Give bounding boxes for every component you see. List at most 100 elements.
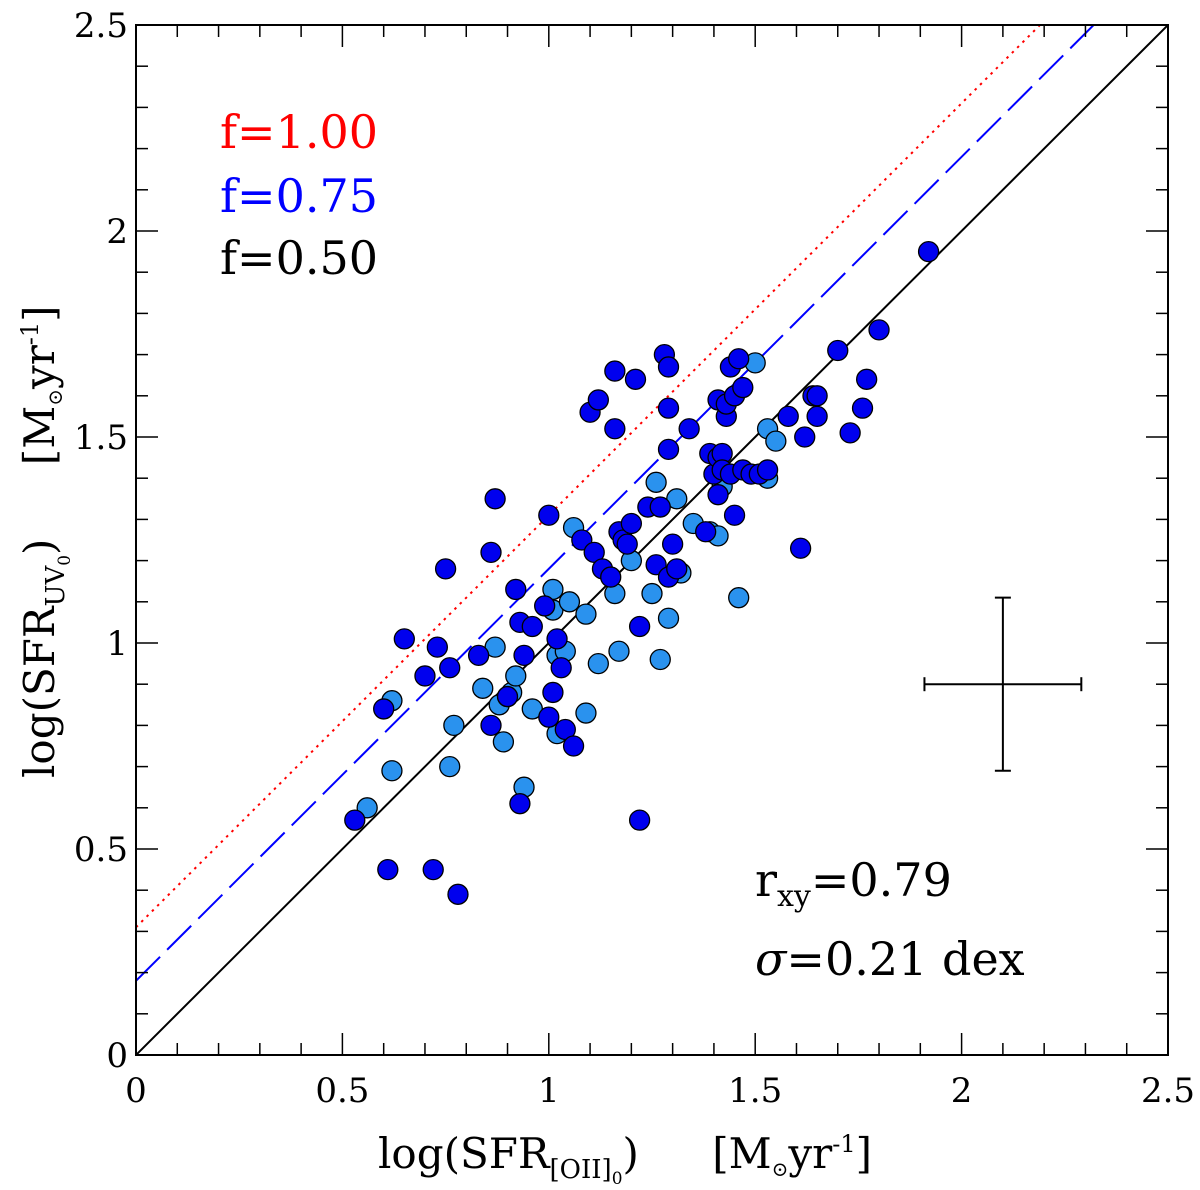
- x-label-close: ): [623, 1129, 639, 1178]
- legend-f075: f=0.75: [220, 169, 378, 223]
- x-tick-label: 0: [125, 1071, 147, 1111]
- dark-blue-point: [496, 685, 519, 708]
- y-tick-label: 0.5: [74, 830, 128, 870]
- plot-frame: [135, 24, 1169, 1056]
- dark-blue-point: [534, 595, 556, 617]
- dark-blue-point: [657, 438, 680, 461]
- x-label-exp: -1: [832, 1130, 855, 1158]
- dark-blue-point: [839, 422, 861, 444]
- sigma-value: =0.21 dex: [786, 932, 1024, 986]
- dark-blue-point: [661, 533, 684, 555]
- y-axis-label: log(SFRUV0) [M⊙yr-1]: [15, 305, 75, 778]
- x-label-subsub: 0: [612, 1169, 623, 1189]
- y-tick-label: 2.5: [74, 6, 128, 46]
- dark-blue-point: [538, 706, 560, 728]
- dark-blue-point: [600, 566, 622, 588]
- legend-f100: f=1.00: [220, 105, 378, 159]
- legend-f050: f=0.50: [220, 231, 378, 285]
- dark-blue-point: [467, 644, 490, 667]
- light-blue-point: [649, 648, 671, 671]
- dark-blue-point: [657, 356, 680, 378]
- r-subscript: xy: [777, 879, 811, 914]
- dark-blue-point: [422, 858, 444, 881]
- y-label-units: [M: [15, 406, 64, 465]
- dark-blue-point: [587, 389, 609, 411]
- dark-blue-point: [856, 368, 878, 390]
- x-label-sub: [OII]: [550, 1155, 612, 1185]
- dark-blue-point: [732, 376, 754, 399]
- x-tick-label: 1: [538, 1071, 560, 1111]
- dark-blue-point: [542, 681, 564, 704]
- light-blue-point: [381, 760, 403, 782]
- light-blue-point: [558, 591, 581, 613]
- x-tick-label: 2: [951, 1071, 973, 1111]
- light-blue-point: [765, 430, 787, 452]
- dark-blue-point: [480, 541, 502, 564]
- x-tick-label: 1.5: [728, 1071, 782, 1111]
- reference-lines: [136, 25, 1168, 1055]
- dark-blue-point: [777, 405, 799, 428]
- dark-blue-point: [377, 858, 399, 881]
- dark-blue-point: [505, 578, 527, 601]
- dark-blue-point: [707, 484, 729, 506]
- dark-blue-point: [447, 883, 469, 905]
- dark-blue-point: [434, 558, 457, 580]
- dark-blue-point: [393, 628, 415, 650]
- dark-blue-point: [806, 385, 828, 407]
- dark-blue-point: [604, 418, 626, 440]
- dark-blue-point: [695, 521, 717, 543]
- y-label-sub: UV: [41, 565, 71, 607]
- light-blue-point: [575, 603, 597, 625]
- dark-blue-point: [723, 504, 746, 526]
- sigma-symbol: σ: [755, 932, 788, 986]
- dark-blue-point: [344, 809, 366, 831]
- x-label-sun: ⊙: [772, 1157, 789, 1181]
- light-blue-point: [608, 640, 630, 662]
- dark-blue-point: [649, 496, 671, 518]
- light-blue-point: [575, 702, 597, 724]
- dark-blue-point: [657, 397, 680, 419]
- y-tick-label: 1: [106, 624, 128, 664]
- scatter-points: [344, 240, 940, 905]
- x-label-units: [M: [712, 1129, 771, 1178]
- y-label-subsub: 0: [55, 555, 75, 566]
- light-blue-point: [641, 582, 663, 605]
- dark-blue-point: [628, 615, 651, 638]
- dark-blue-point: [917, 240, 940, 263]
- dark-blue-point: [620, 512, 643, 535]
- y-label-sun: ⊙: [43, 389, 67, 406]
- dark-blue-point: [480, 714, 502, 737]
- stat-scatter: σ=0.21 dex: [755, 932, 1025, 986]
- x-tick-label: 2.5: [1141, 1071, 1195, 1111]
- dark-blue-point: [789, 537, 812, 559]
- dark-blue-point: [806, 405, 828, 428]
- dark-blue-point: [509, 793, 531, 815]
- dark-blue-point: [616, 533, 638, 555]
- dark-blue-point: [868, 319, 890, 341]
- plot-area: [135, 24, 1169, 1056]
- y-tick-label: 0: [106, 1036, 128, 1076]
- light-blue-point: [645, 471, 667, 493]
- light-blue-point: [472, 677, 494, 699]
- light-blue-point: [439, 755, 461, 778]
- dark-blue-point: [562, 735, 585, 757]
- dark-blue-point: [604, 360, 626, 382]
- dark-blue-point: [851, 397, 874, 419]
- y-label-units-close: ]: [15, 305, 64, 321]
- r-value: =0.79: [811, 853, 952, 907]
- dark-blue-point: [728, 348, 750, 370]
- dark-blue-point: [550, 657, 572, 679]
- dark-blue-point: [794, 426, 816, 448]
- dark-blue-point: [484, 488, 506, 510]
- light-blue-point: [728, 587, 750, 609]
- dark-blue-point: [513, 644, 535, 667]
- r-symbol: r: [755, 853, 777, 907]
- y-label-yr: yr: [15, 344, 64, 390]
- dark-blue-point: [521, 615, 543, 638]
- dark-blue-point: [628, 809, 651, 831]
- line-f050: [136, 25, 1168, 1055]
- dark-blue-point: [678, 418, 700, 440]
- line-f075: [136, 25, 1096, 982]
- dark-blue-point: [666, 558, 688, 580]
